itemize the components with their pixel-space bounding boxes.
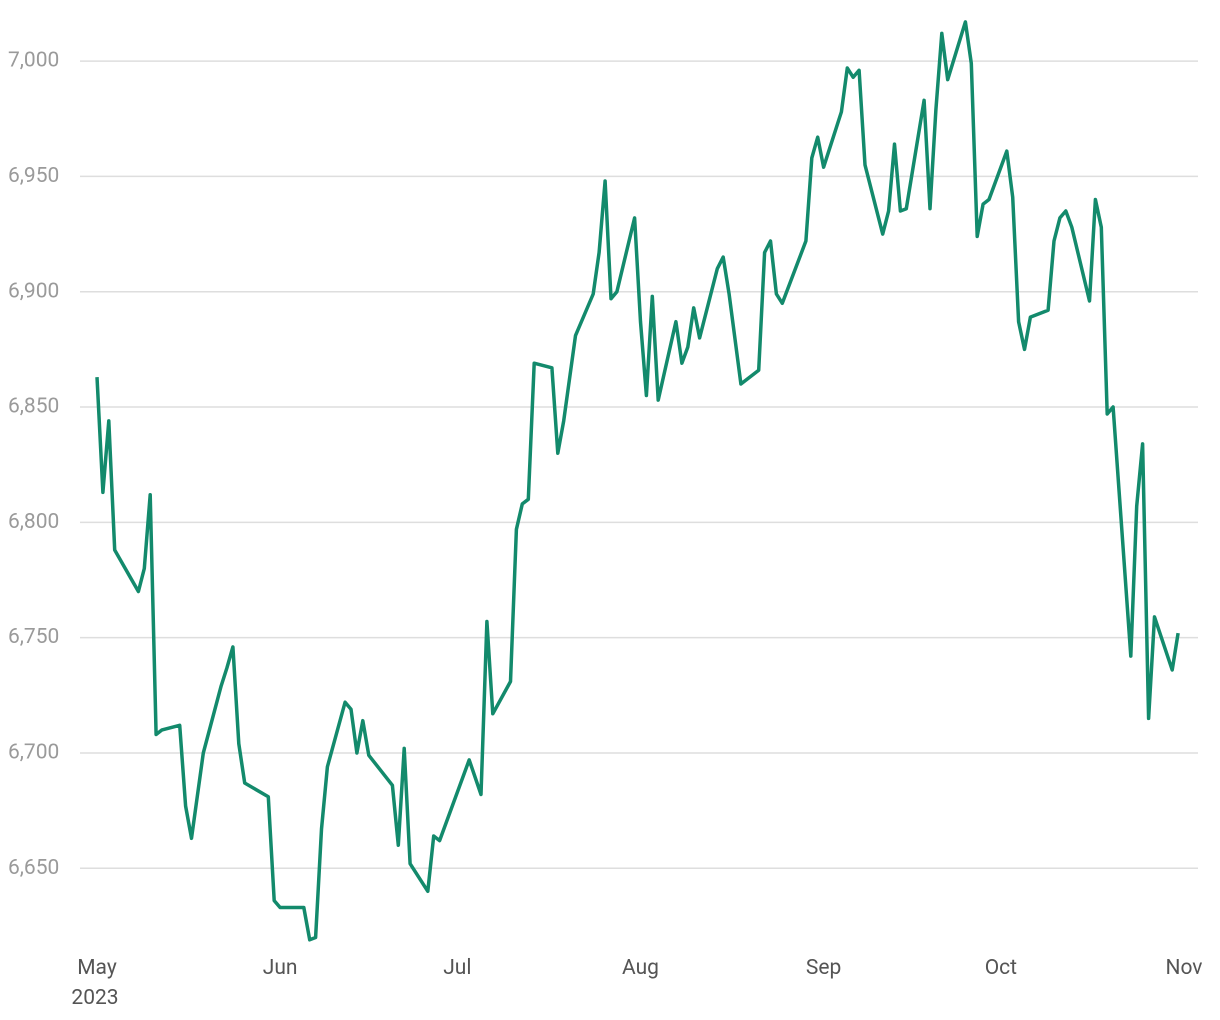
x-tick-label: Oct bbox=[985, 956, 1017, 980]
y-tick-label: 6,750 bbox=[8, 625, 59, 649]
y-tick-label: 6,650 bbox=[8, 856, 59, 880]
y-tick-label: 6,700 bbox=[8, 741, 59, 765]
y-tick-label: 6,800 bbox=[8, 510, 59, 534]
x-tick-label: Sep bbox=[806, 956, 841, 980]
y-tick-label: 6,900 bbox=[8, 279, 59, 303]
x-tick-label: Nov bbox=[1166, 956, 1203, 980]
price-line bbox=[95, 20, 1180, 942]
x-tick-label: May bbox=[77, 956, 117, 980]
x-tick-label: Jul bbox=[443, 956, 471, 980]
y-tick-label: 6,850 bbox=[8, 395, 59, 419]
y-tick-label: 6,950 bbox=[8, 164, 59, 188]
x-tick-label: Aug bbox=[622, 956, 659, 980]
x-tick-label: Jun bbox=[263, 956, 298, 980]
x-year-label: 2023 bbox=[71, 986, 118, 1010]
y-tick-label: 7,000 bbox=[8, 49, 59, 73]
